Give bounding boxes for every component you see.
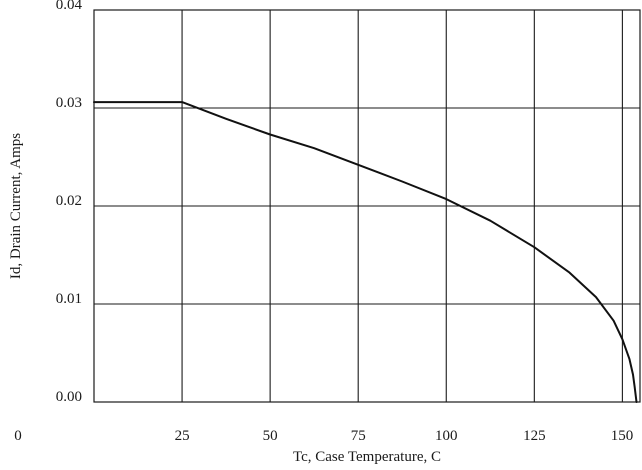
y-tick-label: 0.03 (56, 95, 82, 111)
grid-lines (94, 9, 640, 402)
x-tick-label: 75 (351, 428, 366, 444)
x-tick-label: 100 (435, 428, 458, 444)
y-axis-title: Id, Drain Current, Amps (8, 133, 24, 279)
y-tick-label: 0.00 (56, 389, 82, 405)
y-tick-label: 0.02 (56, 193, 82, 209)
x-tick-label: 125 (523, 428, 546, 444)
series-line (93, 101, 638, 403)
plot-frame (93, 9, 641, 403)
y-tick-label: 0.01 (56, 291, 82, 307)
x-axis-title: Tc, Case Temperature, C (293, 449, 441, 465)
x-tick-label: 50 (263, 428, 278, 444)
y-tick-label: 0.04 (56, 0, 83, 13)
x-tick-label: 150 (611, 428, 634, 444)
x-tick-label: 0 (14, 428, 22, 444)
x-axis-ticks: 0 25 50 75 100 125 150 (14, 428, 633, 444)
y-axis-ticks: 0.00 0.01 0.02 0.03 0.04 (56, 0, 83, 405)
x-tick-label: 25 (175, 428, 190, 444)
